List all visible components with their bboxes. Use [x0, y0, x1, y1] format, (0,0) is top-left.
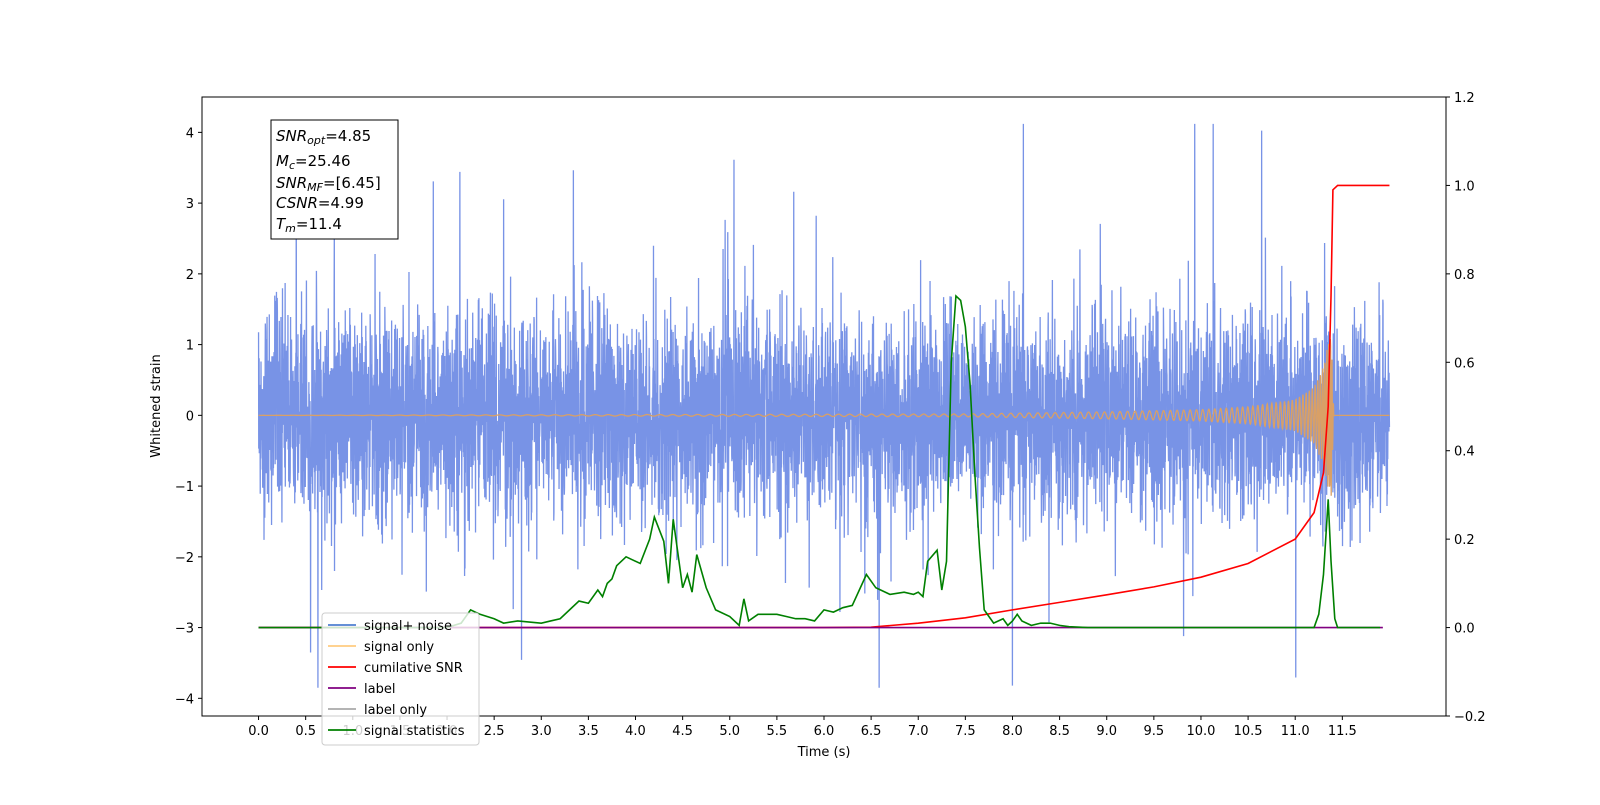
x-tick-label: 2.5 [484, 724, 505, 739]
y-axis-label: Whitened strain [149, 354, 164, 457]
info-snr-mf: SNRMF=[6.45] [276, 174, 381, 194]
x-tick-label: 4.5 [672, 724, 693, 739]
right-y-tick-label: 0.4 [1454, 445, 1475, 460]
x-tick-label: 3.5 [578, 724, 599, 739]
signal-noise-line [257, 123, 1391, 688]
x-axis-label: Time (s) [797, 745, 851, 760]
right-y-tick-label: 0.6 [1454, 356, 1475, 371]
x-tick-label: 5.5 [767, 724, 788, 739]
y-tick-label: −2 [175, 551, 194, 566]
info-tm: Tm=11.4 [276, 215, 342, 235]
legend-label: label [364, 682, 395, 697]
right-y-tick-label: 1.2 [1454, 91, 1475, 106]
signal-only-line [258, 338, 1390, 496]
x-tick-label: 7.5 [955, 724, 976, 739]
right-y-tick-label: −0.2 [1454, 710, 1486, 725]
x-tick-label: 8.5 [1049, 724, 1070, 739]
legend-label: signal statistics [364, 724, 465, 739]
x-tick-label: 3.0 [531, 724, 552, 739]
x-tick-label: 11.5 [1328, 724, 1357, 739]
x-tick-label: 7.0 [908, 724, 929, 739]
x-tick-label: 4.0 [625, 724, 646, 739]
y-tick-label: −1 [175, 480, 194, 495]
info-box-frame [270, 119, 399, 240]
signal-statistics-line [258, 294, 1381, 629]
right-y-tick-label: 1.0 [1454, 179, 1475, 194]
y-tick-label: 3 [186, 197, 194, 212]
x-tick-label: 9.0 [1096, 724, 1117, 739]
x-tick-label: 0.5 [295, 724, 316, 739]
legend-label: cumilative SNR [364, 661, 463, 676]
right-y-tick-label: 0.2 [1454, 533, 1475, 548]
cumilative-snr-line [258, 184, 1390, 629]
legend-label: label only [364, 703, 427, 718]
x-tick-label: 6.5 [861, 724, 882, 739]
axes: 0.00.51.01.52.02.53.03.54.04.55.05.56.06… [175, 91, 1486, 739]
x-tick-label: 10.5 [1234, 724, 1263, 739]
x-tick-label: 10.0 [1186, 724, 1215, 739]
legend: signal+ noise signal only cumilative SNR la… [321, 612, 480, 746]
y-tick-label: 0 [186, 409, 194, 424]
info-mc: Mc=25.46 [276, 152, 351, 172]
legend-label: signal+ noise [364, 619, 452, 634]
legend-frame [321, 612, 480, 746]
y-tick-label: 4 [186, 126, 194, 141]
right-y-tick-label: 0.0 [1454, 622, 1475, 637]
y-tick-label: −3 [175, 622, 194, 637]
x-tick-label: 8.0 [1002, 724, 1023, 739]
x-tick-label: 11.0 [1281, 724, 1310, 739]
info-box: SNRopt=4.85 Mc=25.46 SNRMF=[6.45] CSNR=4… [270, 119, 399, 240]
x-tick-label: 9.5 [1144, 724, 1165, 739]
info-csnr: CSNR=4.99 [276, 194, 364, 212]
y-tick-label: 1 [186, 339, 194, 354]
info-snr-opt: SNRopt=4.85 [276, 127, 371, 147]
legend-label: signal only [364, 640, 434, 655]
x-tick-label: 0.0 [248, 724, 269, 739]
right-y-tick-label: 0.8 [1454, 268, 1475, 283]
y-tick-label: −4 [175, 692, 194, 707]
x-tick-label: 5.0 [719, 724, 740, 739]
y-tick-label: 2 [186, 268, 194, 283]
x-tick-label: 6.0 [814, 724, 835, 739]
